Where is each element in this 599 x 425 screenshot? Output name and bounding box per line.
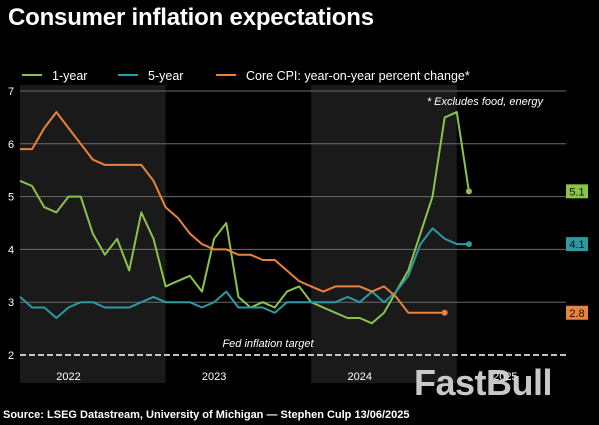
x-axis-ticks: 2022 2023 2024 2025	[56, 371, 517, 383]
y-tick-label-4: 4	[8, 244, 14, 256]
legend-label-five_year: 5-year	[148, 69, 183, 83]
x-tick-label-2023: 2023	[202, 371, 226, 383]
end-label-one_year: 5.1	[569, 186, 584, 198]
series-end-marker-five_year	[465, 241, 472, 248]
chart-title: Consumer inflation expectations	[8, 4, 374, 31]
legend-label-one_year: 1-year	[52, 69, 87, 83]
y-tick-label-5: 5	[8, 192, 14, 204]
fed-target-label: Fed inflation target	[222, 338, 314, 350]
end-label-core_cpi: 2.8	[569, 308, 584, 320]
end-label-box-one_year	[566, 184, 588, 199]
fastbull-watermark: FastBull	[414, 362, 553, 403]
y-axis-ticks: 2 3 4 5 6 7	[8, 86, 14, 362]
y-tick-label-3: 3	[8, 297, 14, 309]
source-note: Source: LSEG Datastream, University of M…	[3, 409, 410, 421]
series-end-marker-one_year	[465, 188, 472, 195]
year-shade-band-1	[311, 85, 457, 383]
end-label-five_year: 4.1	[569, 239, 584, 251]
series-line-five_year	[19, 227, 469, 319]
x-tick-label-2022: 2022	[56, 371, 80, 383]
chart-footnote: * Excludes food, energy	[427, 96, 545, 108]
series-end-marker-core_cpi	[441, 309, 448, 316]
y-tick-label-6: 6	[8, 139, 14, 151]
series-lines	[19, 111, 470, 325]
reference-lines: Fed inflation target	[20, 338, 566, 356]
end-label-box-five_year	[566, 237, 588, 252]
legend: 1-year 5-year Core CPI: year-on-year perce…	[22, 69, 470, 83]
end-label-box-core_cpi	[566, 305, 588, 320]
y-tick-label-7: 7	[8, 86, 14, 98]
legend-label-core_cpi: Core CPI: year-on-year percent change*	[246, 69, 470, 83]
x-tick-label-2025: 2025	[493, 371, 517, 383]
y-tick-label-2: 2	[8, 350, 14, 362]
gridlines	[20, 90, 566, 303]
end-labels: 5.1 4.1 2.8	[441, 184, 588, 320]
x-tick-label-2024: 2024	[347, 371, 371, 383]
series-line-core_cpi	[20, 111, 445, 314]
